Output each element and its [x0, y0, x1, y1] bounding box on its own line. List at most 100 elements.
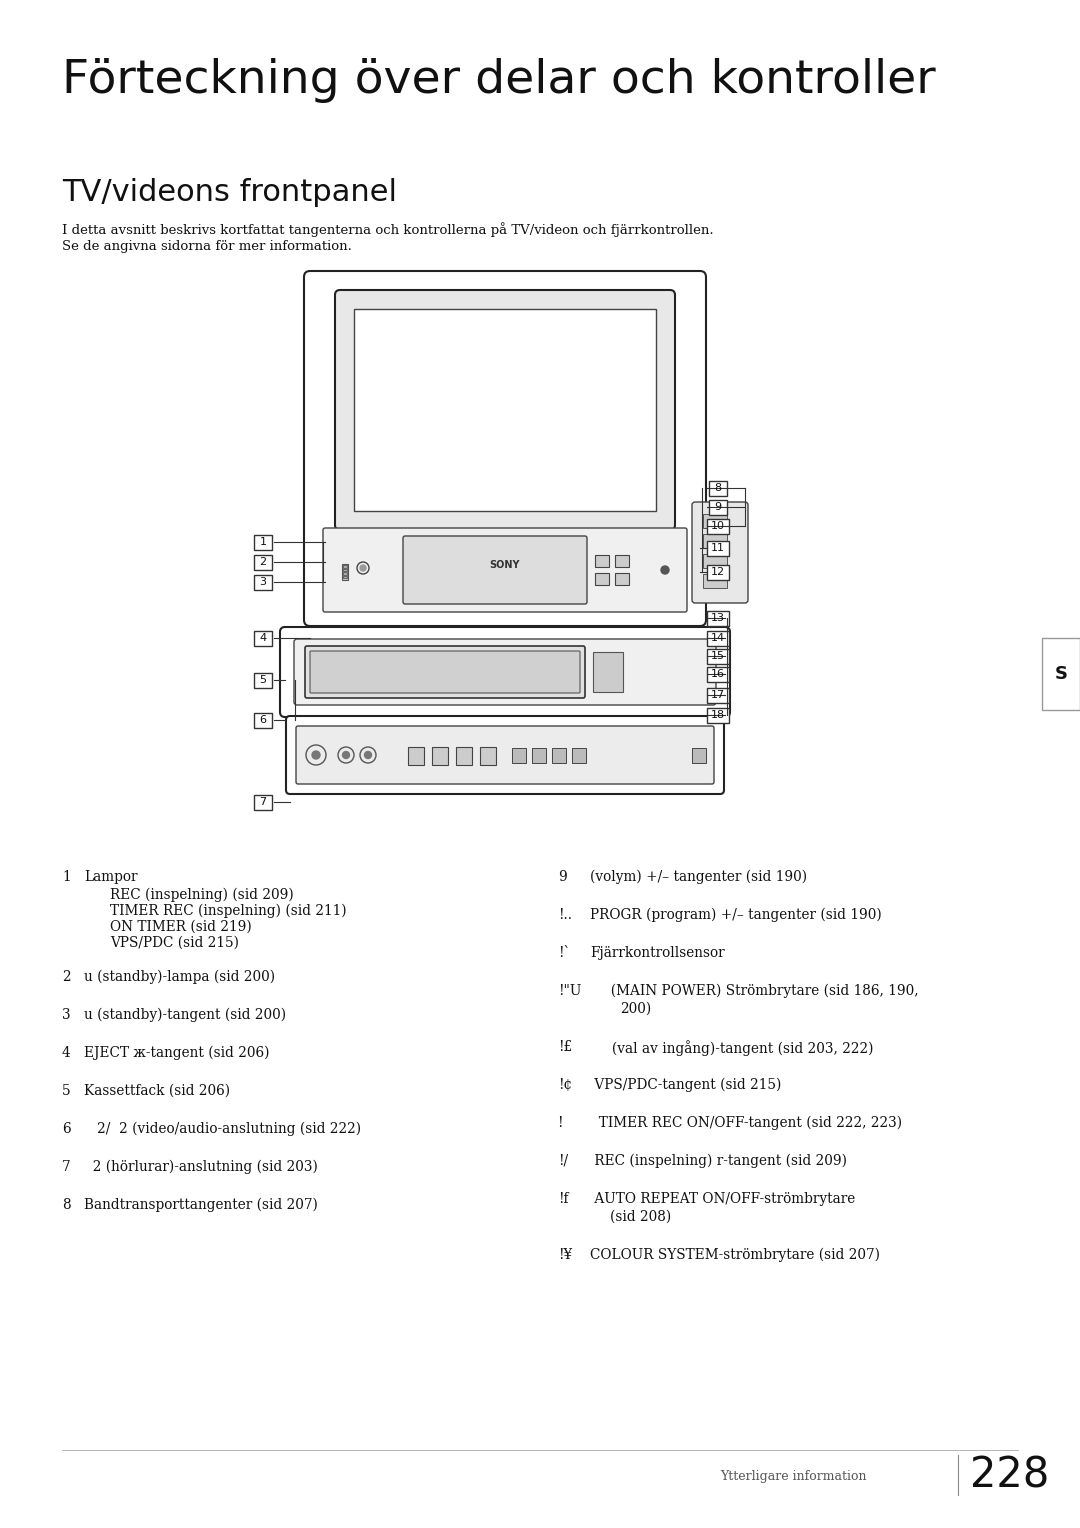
Bar: [254, 535, 272, 550]
Text: I detta avsnitt beskrivs kortfattat tangenterna och kontrollerna på TV/videon oc: I detta avsnitt beskrivs kortfattat tang…: [62, 222, 714, 237]
Text: ON TIMER (sid 219): ON TIMER (sid 219): [110, 920, 252, 934]
Text: 12: 12: [711, 567, 725, 578]
Bar: [354, 309, 656, 510]
Bar: [593, 652, 623, 692]
Bar: [703, 533, 727, 549]
Text: TV/videons frontpanel: TV/videons frontpanel: [62, 177, 397, 206]
Text: 7: 7: [62, 1160, 70, 1174]
Bar: [707, 541, 729, 556]
Bar: [343, 576, 347, 578]
Text: 2/  2 (video/audio-anslutning (sid 222): 2/ 2 (video/audio-anslutning (sid 222): [84, 1122, 361, 1137]
Text: !¢: !¢: [558, 1077, 572, 1093]
Bar: [703, 575, 727, 588]
Bar: [254, 795, 272, 810]
Text: 8: 8: [715, 483, 721, 494]
Text: 14: 14: [711, 633, 725, 643]
Bar: [480, 747, 496, 766]
Text: VPS/PDC-tangent (sid 215): VPS/PDC-tangent (sid 215): [590, 1077, 781, 1093]
Text: !..: !..: [558, 908, 572, 921]
Text: Lampor: Lampor: [84, 869, 137, 885]
Text: 11: 11: [711, 542, 725, 553]
Text: 5: 5: [259, 675, 267, 685]
Text: Fjärrkontrollsensor: Fjärrkontrollsensor: [590, 946, 725, 960]
Text: !: !: [558, 1115, 568, 1131]
Text: TIMER REC (inspelning) (sid 211): TIMER REC (inspelning) (sid 211): [110, 905, 347, 918]
Bar: [512, 749, 526, 762]
Bar: [572, 749, 586, 762]
Circle shape: [312, 750, 320, 759]
Bar: [254, 712, 272, 727]
Text: 3: 3: [62, 1008, 70, 1022]
Text: 5: 5: [62, 1083, 70, 1099]
Text: TIMER REC ON/OFF-tangent (sid 222, 223): TIMER REC ON/OFF-tangent (sid 222, 223): [590, 1115, 902, 1131]
Text: (MAIN POWER) Strömbrytare (sid 186, 190,: (MAIN POWER) Strömbrytare (sid 186, 190,: [602, 984, 919, 998]
Text: 228: 228: [970, 1455, 1050, 1497]
Bar: [707, 648, 729, 663]
Text: 200): 200): [620, 1002, 651, 1016]
Bar: [254, 672, 272, 688]
Bar: [707, 688, 729, 703]
Text: Förteckning över delar och kontroller: Förteckning över delar och kontroller: [62, 58, 935, 102]
Bar: [254, 575, 272, 590]
Text: 17: 17: [711, 691, 725, 700]
FancyBboxPatch shape: [305, 646, 585, 698]
Text: (sid 208): (sid 208): [610, 1210, 672, 1224]
Bar: [707, 666, 729, 681]
Bar: [703, 513, 727, 529]
Text: (val av ingång)-tangent (sid 203, 222): (val av ingång)-tangent (sid 203, 222): [590, 1041, 874, 1056]
Text: !/: !/: [558, 1154, 568, 1167]
Text: PROGR (program) +/– tangenter (sid 190): PROGR (program) +/– tangenter (sid 190): [590, 908, 881, 923]
Bar: [343, 571, 347, 575]
Circle shape: [365, 752, 372, 758]
Text: !£: !£: [558, 1041, 572, 1054]
Bar: [456, 747, 472, 766]
Text: u (standby)-lampa (sid 200): u (standby)-lampa (sid 200): [84, 970, 275, 984]
FancyBboxPatch shape: [310, 651, 580, 694]
FancyBboxPatch shape: [692, 503, 748, 604]
Bar: [707, 564, 729, 579]
Bar: [342, 564, 348, 581]
Text: 16: 16: [711, 669, 725, 678]
Bar: [254, 631, 272, 645]
Text: (volym) +/– tangenter (sid 190): (volym) +/– tangenter (sid 190): [590, 869, 807, 885]
FancyBboxPatch shape: [403, 536, 588, 604]
Bar: [343, 565, 347, 567]
Bar: [1042, 639, 1080, 711]
Text: !¥: !¥: [558, 1248, 572, 1262]
Circle shape: [360, 565, 366, 571]
FancyBboxPatch shape: [280, 626, 730, 717]
Text: 13: 13: [711, 613, 725, 623]
Text: 1: 1: [62, 869, 70, 885]
Bar: [615, 555, 629, 567]
Text: 6: 6: [259, 715, 267, 724]
Circle shape: [661, 565, 669, 575]
Text: 4: 4: [259, 633, 267, 643]
Text: 2: 2: [259, 558, 267, 567]
Text: EJECT ж-tangent (sid 206): EJECT ж-tangent (sid 206): [84, 1047, 270, 1060]
Bar: [254, 555, 272, 570]
Bar: [432, 747, 448, 766]
Text: Ytterligare information: Ytterligare information: [720, 1470, 866, 1484]
Bar: [707, 707, 729, 723]
Text: Se de angivna sidorna för mer information.: Se de angivna sidorna för mer informatio…: [62, 240, 352, 254]
Bar: [532, 749, 546, 762]
Bar: [615, 573, 629, 585]
Text: 2: 2: [62, 970, 70, 984]
Text: 4: 4: [62, 1047, 71, 1060]
FancyBboxPatch shape: [335, 290, 675, 530]
Circle shape: [342, 752, 350, 758]
Text: 9: 9: [558, 869, 567, 885]
Text: 6: 6: [62, 1122, 70, 1135]
FancyBboxPatch shape: [294, 639, 716, 704]
Text: 7: 7: [259, 798, 267, 807]
Bar: [692, 749, 706, 762]
Text: S: S: [1054, 665, 1067, 683]
Bar: [707, 631, 729, 645]
Text: 1: 1: [259, 536, 267, 547]
FancyBboxPatch shape: [286, 717, 724, 795]
Text: u (standby)-tangent (sid 200): u (standby)-tangent (sid 200): [84, 1008, 286, 1022]
Text: 15: 15: [711, 651, 725, 662]
FancyBboxPatch shape: [296, 726, 714, 784]
Bar: [552, 749, 566, 762]
Text: 2 (hörlurar)-anslutning (sid 203): 2 (hörlurar)-anslutning (sid 203): [84, 1160, 318, 1175]
